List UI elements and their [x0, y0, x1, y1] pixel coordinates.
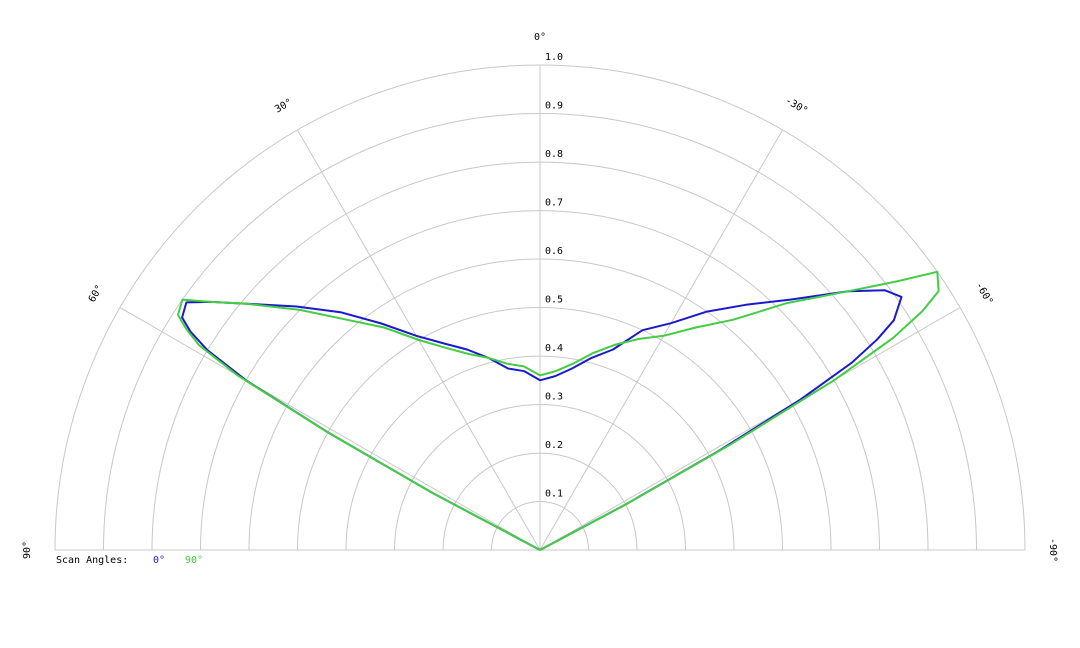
legend-title: Scan Angles: [56, 555, 128, 566]
r-tick-label: 0.6 [545, 246, 563, 257]
r-tick-label: 0.5 [545, 295, 563, 306]
legend-entry: 90° [185, 555, 203, 566]
r-tick-label: 0.1 [545, 489, 563, 500]
theta-tick-label: -90° [1047, 538, 1058, 562]
r-tick-label: 1.0 [545, 52, 563, 63]
theta-tick-label: 60° [87, 283, 106, 304]
r-tick-label: 0.7 [545, 198, 563, 209]
r-tick-label: 0.8 [545, 149, 563, 160]
r-tick-label: 0.3 [545, 392, 563, 403]
theta-tick-label: -60° [973, 281, 995, 307]
grid-spoke [539, 307, 961, 551]
r-tick-label: 0.9 [545, 101, 563, 112]
grid-spoke [119, 307, 541, 551]
theta-tick-label: 0° [534, 32, 546, 43]
series-line [181, 289, 903, 551]
theta-tick-label: 30° [273, 97, 294, 116]
theta-tick-label: 90° [22, 541, 33, 559]
r-tick-label: 0.2 [545, 440, 563, 451]
theta-tick-label: -30° [783, 95, 809, 117]
r-tick-label: 0.4 [545, 343, 563, 354]
legend-entry: 0° [153, 555, 165, 566]
series-line [177, 270, 940, 551]
grid-spoke [539, 129, 783, 551]
